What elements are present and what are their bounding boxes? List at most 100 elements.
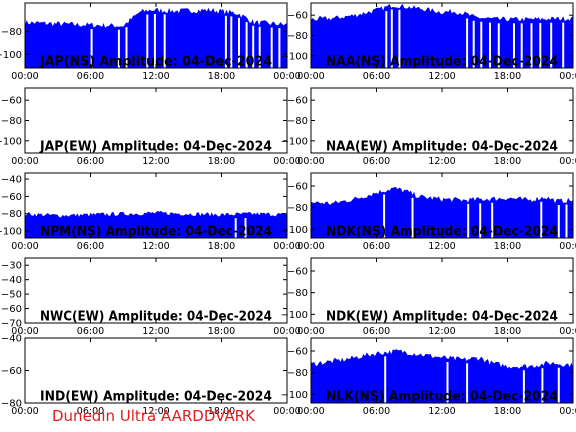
x-tick-label: 18:00 <box>208 71 235 82</box>
x-tick-label: 12:00 <box>142 156 169 167</box>
chart-title: NPM(NS) Amplitude: 04-Dec-2024 <box>40 225 272 240</box>
y-tick-label: −100 <box>0 136 22 147</box>
y-tick-label: −60 <box>287 96 308 107</box>
x-tick-label: 00:00 <box>297 71 324 82</box>
x-tick-label: 12:00 <box>428 326 455 337</box>
y-tick-label: −100 <box>281 136 308 147</box>
x-tick-label: 00:00 <box>297 406 324 417</box>
y-tick-label: −50 <box>1 290 22 301</box>
x-tick-label: 06:00 <box>77 406 104 417</box>
dropout-gap <box>446 362 449 403</box>
chart-panel-naa-ew: −60 −80 −100 00:00 06:00 12:00 18:00 00:00NAA(E… <box>281 87 576 167</box>
dropout-gap <box>146 14 149 68</box>
y-tick-label: −60 <box>287 347 308 358</box>
chart-title: NWC(EW) Amplitude: 04-Dec-2024 <box>40 310 272 325</box>
y-tick-label: −60 <box>287 11 308 22</box>
chart-title: NLK(NS) Amplitude: 04-Dec-2024 <box>326 390 558 405</box>
dropout-gap <box>385 11 388 69</box>
chart-panel-npm-ns: −40 −60 −80 −100 00:00 06:00 12:00 18:00 00:00NP… <box>0 172 301 252</box>
dropout-gap <box>489 22 491 69</box>
x-tick-label: 00:00 <box>559 241 576 252</box>
dropout-gap <box>520 23 523 69</box>
dropout-gap <box>541 368 544 403</box>
x-tick-label: 06:00 <box>363 326 390 337</box>
y-tick-label: −60 <box>1 192 22 203</box>
y-tick-label: −80 <box>1 209 22 220</box>
x-tick-label: 00:00 <box>273 71 300 82</box>
dropout-gap <box>117 29 120 68</box>
x-tick-label: 00:00 <box>559 406 576 417</box>
chart-title: NDK(EW) Amplitude: 04-Dec-2024 <box>326 310 558 325</box>
dropout-gap <box>278 28 281 69</box>
x-tick-label: 00:00 <box>11 156 38 167</box>
dropout-gap <box>270 27 273 69</box>
chart-title: JAP(EW) Amplitude: 04-Dec-2024 <box>39 140 272 155</box>
dropout-gap <box>522 370 525 403</box>
x-tick-label: 06:00 <box>363 71 390 82</box>
x-tick-label: 00:00 <box>297 156 324 167</box>
x-tick-label: 06:00 <box>363 406 390 417</box>
x-tick-label: 18:00 <box>208 156 235 167</box>
y-tick-label: −80 <box>1 116 22 127</box>
dropout-gap <box>90 29 93 68</box>
x-tick-label: 06:00 <box>363 241 390 252</box>
dropout-gap <box>230 16 233 68</box>
chart-panel-ndk-ew: −60 −80 −100 00:00 06:00 12:00 18:00 00:00NDK(E… <box>281 257 576 337</box>
x-tick-label: 00:00 <box>11 241 38 252</box>
x-tick-label: 00:00 <box>273 406 300 417</box>
dropout-gap <box>497 23 500 69</box>
x-tick-label: 00:00 <box>273 156 300 167</box>
dropout-gap <box>467 203 470 238</box>
dropout-gap <box>565 204 568 238</box>
chart-title: NAA(NS) Amplitude: 04-Dec-2024 <box>326 55 558 70</box>
x-tick-label: 18:00 <box>494 71 521 82</box>
y-tick-label: −100 <box>281 310 308 321</box>
chart-title: NDK(NS) Amplitude: 04-Dec-2024 <box>326 225 558 240</box>
dropout-gap <box>472 20 475 68</box>
chart-panel-ndk-ns: −60 −80 −100 00:00 06:00 12:00 18:00 00:00NDK(N… <box>281 172 576 252</box>
y-tick-label: −60 <box>1 366 22 377</box>
x-tick-label: 18:00 <box>208 241 235 252</box>
dropout-gap <box>252 25 255 68</box>
chart-panel-nlk-ns: −60 −80 −100 00:00 06:00 12:00 18:00 00:00NLK(N… <box>281 337 576 417</box>
chart-panel-naa-ns: −60 −80 −100 00:00 06:00 12:00 18:00 00:00NAA(N… <box>281 2 576 82</box>
dropout-gap <box>224 15 227 69</box>
dropout-gap <box>557 367 560 403</box>
x-tick-label: 00:00 <box>297 326 324 337</box>
dropout-gap <box>530 23 533 68</box>
x-tick-label: 06:00 <box>77 71 104 82</box>
dropout-gap <box>234 218 237 238</box>
chart-title: NAA(EW) Amplitude: 04-Dec-2024 <box>326 140 558 155</box>
dropout-gap <box>411 197 414 238</box>
x-tick-label: 12:00 <box>142 241 169 252</box>
x-tick-label: 18:00 <box>208 326 235 337</box>
x-tick-label: 00:00 <box>273 326 300 337</box>
dropout-gap <box>466 18 469 68</box>
y-tick-label: −60 <box>1 304 22 315</box>
y-tick-label: −80 <box>1 27 22 38</box>
dropout-gap <box>384 356 387 403</box>
amplitude-area <box>311 187 573 238</box>
amplitude-area <box>311 349 573 403</box>
dropout-gap <box>557 205 560 238</box>
y-tick-label: −70 <box>1 319 22 330</box>
dropout-gap <box>540 201 543 238</box>
x-tick-label: 06:00 <box>363 156 390 167</box>
dropout-gap <box>562 22 565 68</box>
x-tick-label: 18:00 <box>494 241 521 252</box>
x-tick-label: 12:00 <box>428 241 455 252</box>
amplitude-area <box>25 210 287 238</box>
x-tick-label: 06:00 <box>77 156 104 167</box>
chart-panel-jap-ew: −60 −80 −100 00:00 06:00 12:00 18:00 00:00JAP(E… <box>0 87 301 167</box>
x-tick-label: 06:00 <box>77 241 104 252</box>
x-tick-label: 18:00 <box>494 156 521 167</box>
dropout-gap <box>550 22 553 68</box>
y-tick-label: −100 <box>281 51 308 62</box>
dropout-gap <box>480 21 483 68</box>
dropout-gap <box>125 27 128 69</box>
y-tick-label: −30 <box>1 261 22 272</box>
amplitude-area <box>25 7 287 68</box>
x-tick-label: 00:00 <box>11 326 38 337</box>
